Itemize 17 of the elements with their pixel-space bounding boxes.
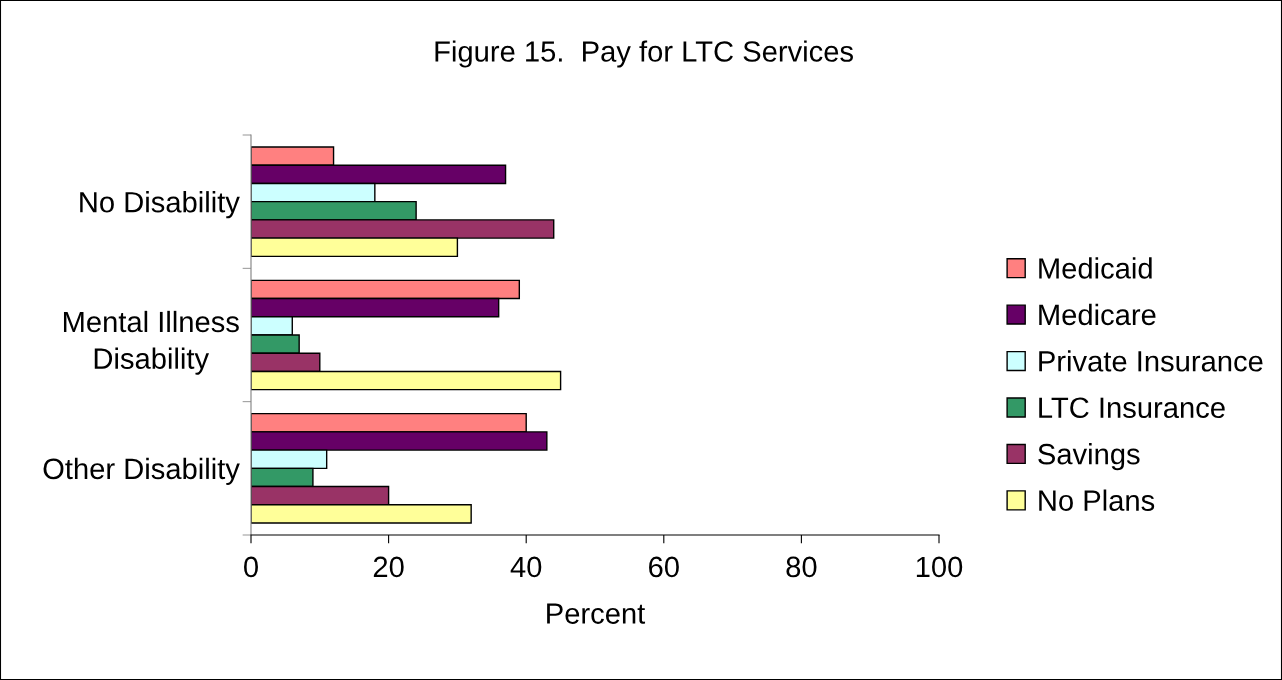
- x-axis-title: Percent: [547, 603, 646, 624]
- legend-label: Medicare: [1039, 303, 1156, 326]
- y-tick-label: Other Disability: [43, 457, 240, 485]
- legend-label: No Plans: [1039, 489, 1155, 511]
- x-tick-label: 80: [786, 556, 817, 578]
- legend-label: LTC Insurance: [1039, 397, 1225, 419]
- legend-label: Savings: [1038, 443, 1140, 471]
- chart-title: Figure 15. Pay for LTC Services: [435, 40, 853, 68]
- legend-label: Medicaid: [1039, 257, 1152, 279]
- y-tick-label: No Disability: [80, 191, 240, 219]
- x-tick-label: 40: [510, 556, 542, 578]
- y-tick-label: Mental Illness Disability: [63, 310, 239, 375]
- x-tick-label: 20: [373, 556, 404, 578]
- x-tick-label: 100: [916, 556, 963, 578]
- legend-label: Private Insurance: [1039, 350, 1263, 372]
- x-tick-label: 60: [649, 556, 679, 578]
- x-tick-label: 0: [244, 556, 258, 578]
